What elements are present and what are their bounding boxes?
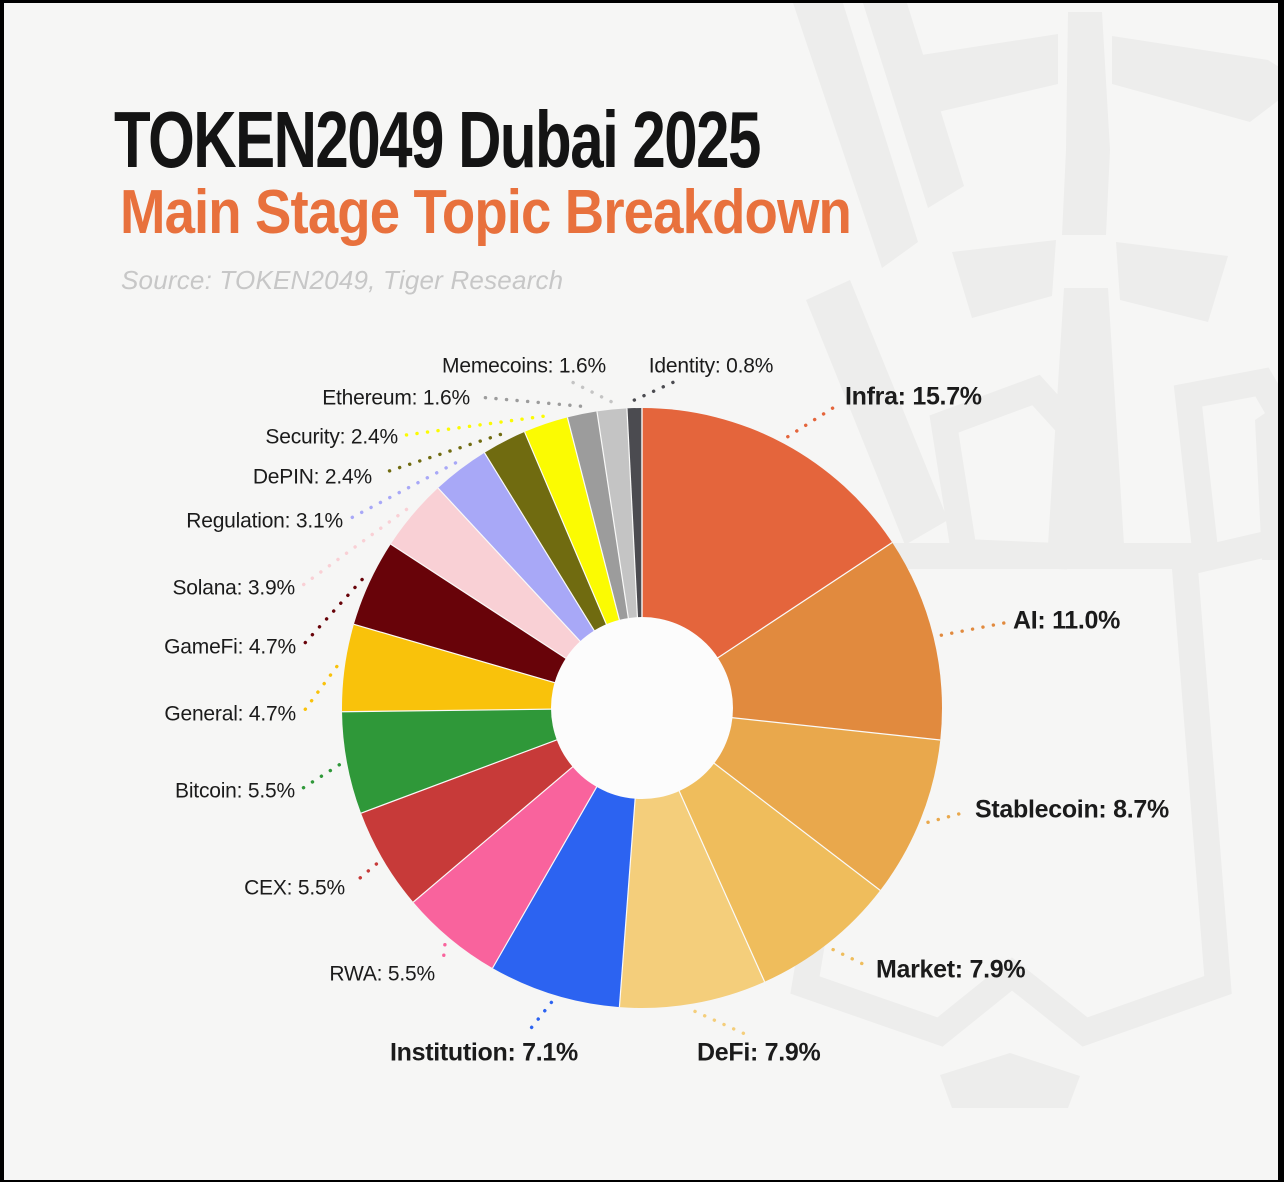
leader-line-solana: [301, 507, 409, 587]
slice-separator: [730, 716, 941, 741]
donut-hole: [551, 617, 733, 799]
leader-line-stablecoin: [926, 810, 968, 824]
watermark-eye-right: [1173, 367, 1284, 574]
leader-line-identity: [632, 379, 678, 402]
watermark-chin-mark: [940, 1053, 1080, 1108]
screen-edge-top: [0, 0, 1284, 3]
leader-line-memecoins: [568, 379, 613, 404]
leader-line-regulation: [349, 461, 458, 520]
slice-separator: [566, 417, 621, 622]
slice-separator: [390, 543, 568, 660]
watermark-cheek-stripe-c: [806, 280, 948, 545]
watermark-cheek-stripe-b: [862, 0, 964, 208]
screen-edge-bottom: [0, 1180, 1284, 1182]
leader-line-security: [404, 414, 545, 437]
watermark-eye-left: [929, 374, 1111, 570]
slice-separator: [437, 487, 582, 644]
slice-separator: [715, 542, 893, 660]
page-subtitle: Main Stage Topic Breakdown: [120, 178, 852, 247]
leader-line-gamefi: [302, 577, 364, 646]
slice-separator: [677, 788, 766, 983]
slice-separator: [596, 411, 630, 621]
leader-line-institution: [526, 1000, 554, 1034]
watermark-wing-left-2: [952, 240, 1056, 318]
slice-separator: [342, 708, 554, 713]
leader-line-defi: [693, 1009, 747, 1036]
watermark-muzzle: [790, 543, 1232, 1047]
watermark-wing-left-top: [902, 34, 1058, 118]
watermark-wing-right-top: [1112, 36, 1284, 122]
slice-separator: [712, 761, 881, 891]
watermark-wing-right-2: [1116, 242, 1228, 322]
leader-line-depin: [378, 432, 503, 476]
slice-separator: [626, 408, 639, 620]
slice-separator: [360, 738, 559, 814]
leader-line-market: [831, 947, 869, 968]
watermark-nose-bridge: [1048, 288, 1124, 545]
leader-line-ai: [939, 621, 1006, 637]
leader-line-rwa: [441, 943, 447, 965]
screen-edge-right: [1278, 0, 1284, 1182]
slice-separator: [483, 452, 596, 633]
source-credit: Source: TOKEN2049, Tiger Research: [121, 265, 564, 295]
leader-line-general: [302, 664, 339, 713]
screen-edge-left: [0, 0, 4, 1182]
leader-line-cex: [351, 862, 379, 886]
slice-separator: [412, 765, 575, 903]
slice-separator: [492, 784, 599, 969]
slice-separator: [353, 623, 557, 684]
leader-line-infra: [786, 404, 838, 439]
slice-separator: [524, 431, 608, 627]
slice-separator: [618, 796, 636, 1008]
leader-line-ethereum: [476, 395, 583, 408]
page-title: TOKEN2049 Dubai 2025: [114, 95, 761, 184]
leader-line-bitcoin: [301, 763, 341, 790]
watermark-cheek-stripe-a: [792, 0, 918, 268]
pie-slice-infra: [642, 408, 893, 708]
watermark-forehead-bar: [1062, 12, 1110, 235]
